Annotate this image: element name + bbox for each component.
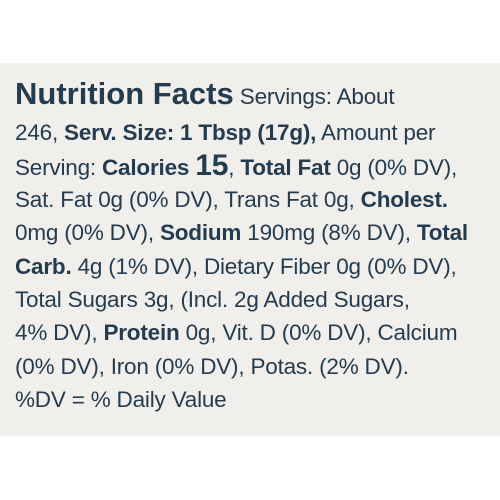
label-line-7: Total Sugars 3g, (Incl. 2g Added Sugars, [15, 283, 493, 316]
label-line-3: Serving: Calories 15, Total Fat 0g (0% D… [15, 149, 493, 182]
nutrition-facts-text: Nutrition Facts Servings: About 246, Ser… [15, 77, 493, 417]
label-line-1: Nutrition Facts Servings: About [15, 77, 493, 116]
nutrition-facts-panel: Nutrition Facts Servings: About 246, Ser… [0, 63, 500, 436]
serving-size: Serv. Size: 1 Tbsp (17g), [64, 120, 317, 145]
cholesterol-label: Cholest. [360, 186, 448, 212]
nutrition-facts-title: Nutrition Facts [15, 76, 234, 111]
protein-vitd-text: 0g, Vit. D (0% DV), Calcium [179, 320, 458, 346]
total-fat-label: Total Fat [240, 155, 331, 181]
total-fat-value: 0g (0% DV), [330, 155, 458, 181]
minerals-text: (0% DV), Iron (0% DV), Potas. (2% DV). [15, 353, 409, 379]
total-carb-label-part2: Carb. [15, 253, 72, 279]
label-line-6: Carb. 4g (1% DV), Dietary Fiber 0g (0% D… [15, 250, 493, 283]
sodium-value: 190mg (8% DV), [241, 220, 417, 246]
total-carb-label-part1: Total [416, 220, 468, 246]
label-line-2: 246, Serv. Size: 1 Tbsp (17g), Amount pe… [15, 116, 493, 149]
label-line-9: (0% DV), Iron (0% DV), Potas. (2% DV). [15, 350, 493, 383]
servings-text: Servings: About [233, 84, 395, 109]
label-line-4: Sat. Fat 0g (0% DV), Trans Fat 0g, Chole… [15, 183, 493, 216]
serving-text: Serving: [15, 155, 102, 181]
label-line-10: %DV = % Daily Value [15, 383, 493, 416]
sat-trans-fat-text: Sat. Fat 0g (0% DV), Trans Fat 0g, [15, 186, 361, 212]
calories-value: 15 [195, 149, 229, 183]
servings-count: 246, [15, 120, 65, 145]
separator-text: , [228, 155, 241, 181]
daily-value-footnote: %DV = % Daily Value [15, 387, 227, 413]
total-sugars-text: Total Sugars 3g, (Incl. 2g Added Sugars, [15, 286, 410, 312]
carb-fiber-value: 4g (1% DV), Dietary Fiber 0g (0% DV), [71, 253, 457, 279]
calories-label: Calories [102, 155, 190, 181]
label-line-8: 4% DV), Protein 0g, Vit. D (0% DV), Calc… [15, 316, 493, 349]
added-sugars-dv: 4% DV), [15, 320, 104, 346]
sodium-label: Sodium [159, 220, 242, 246]
label-line-5: 0mg (0% DV), Sodium 190mg (8% DV), Total [15, 216, 493, 249]
amount-per-text: Amount per [316, 120, 436, 145]
protein-label: Protein [103, 320, 180, 346]
cholesterol-value: 0mg (0% DV), [15, 220, 160, 246]
